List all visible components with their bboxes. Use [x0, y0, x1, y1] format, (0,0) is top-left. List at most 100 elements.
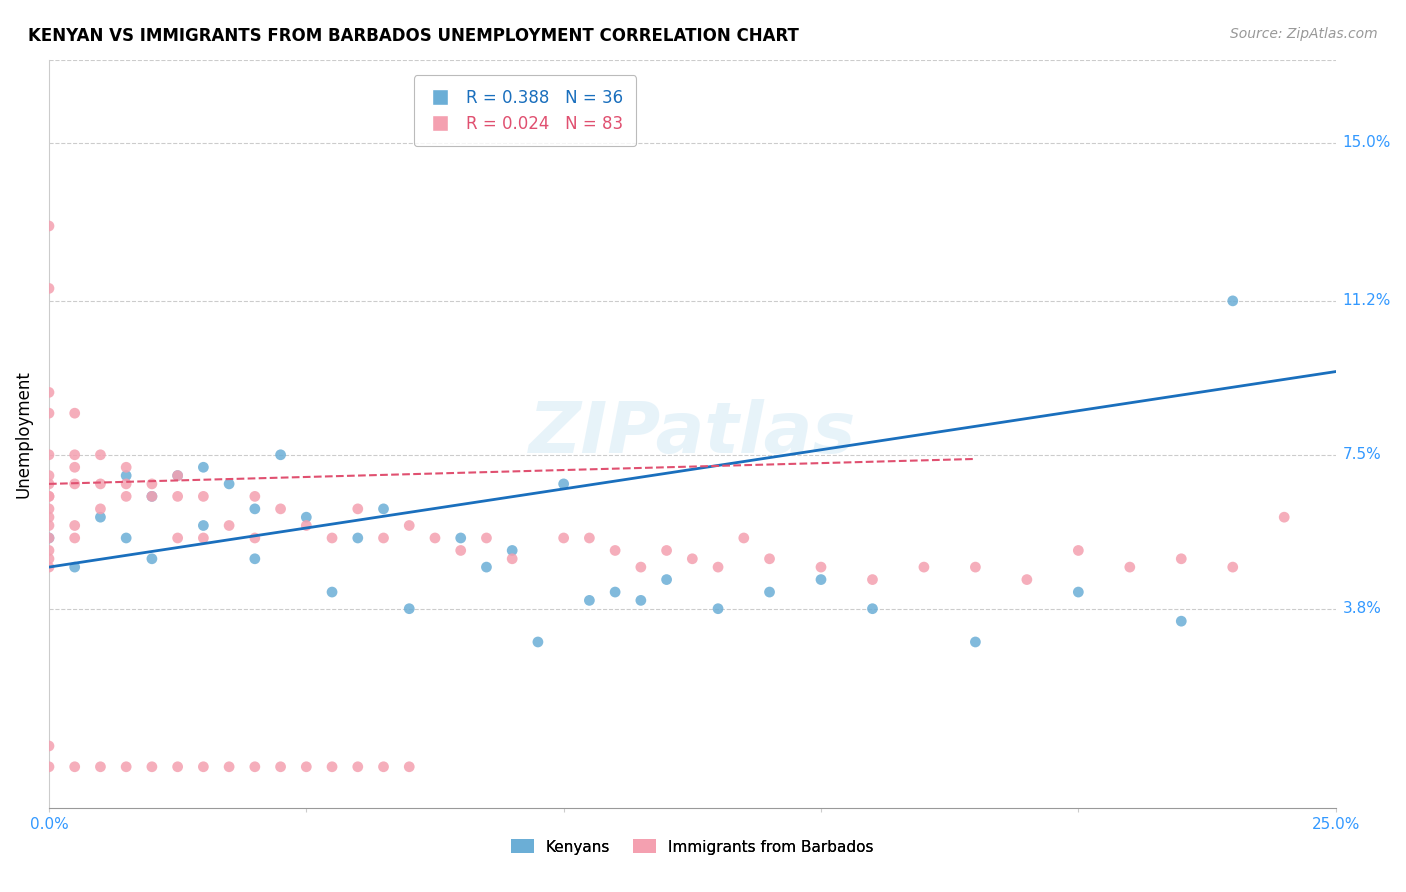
Point	[166, 489, 188, 503]
Point	[321, 585, 343, 599]
Point	[707, 601, 730, 615]
Point	[450, 543, 472, 558]
Point	[243, 551, 266, 566]
Point	[38, 489, 60, 503]
Point	[578, 593, 600, 607]
Point	[295, 760, 318, 774]
Point	[63, 560, 86, 574]
Point	[89, 448, 111, 462]
Point	[38, 551, 60, 566]
Point	[218, 518, 240, 533]
Point	[346, 501, 368, 516]
Point	[1067, 543, 1090, 558]
Point	[243, 760, 266, 774]
Point	[501, 543, 523, 558]
Point	[810, 560, 832, 574]
Point	[141, 489, 163, 503]
Point	[166, 468, 188, 483]
Point	[733, 531, 755, 545]
Point	[38, 219, 60, 233]
Point	[553, 476, 575, 491]
Point	[553, 531, 575, 545]
Point	[38, 476, 60, 491]
Point	[38, 281, 60, 295]
Point	[115, 476, 138, 491]
Point	[810, 573, 832, 587]
Point	[1015, 573, 1038, 587]
Point	[141, 489, 163, 503]
Point	[243, 489, 266, 503]
Point	[38, 760, 60, 774]
Point	[38, 468, 60, 483]
Point	[115, 760, 138, 774]
Text: 7.5%: 7.5%	[1343, 447, 1381, 462]
Point	[912, 560, 935, 574]
Point	[603, 543, 626, 558]
Point	[578, 531, 600, 545]
Point	[63, 460, 86, 475]
Point	[321, 760, 343, 774]
Point	[965, 635, 987, 649]
Point	[166, 760, 188, 774]
Point	[38, 385, 60, 400]
Point	[527, 635, 550, 649]
Point	[862, 573, 884, 587]
Point	[603, 585, 626, 599]
Point	[115, 468, 138, 483]
Y-axis label: Unemployment: Unemployment	[15, 370, 32, 498]
Point	[321, 531, 343, 545]
Text: 11.2%: 11.2%	[1343, 293, 1391, 309]
Text: 3.8%: 3.8%	[1343, 601, 1382, 616]
Point	[655, 573, 678, 587]
Point	[373, 531, 395, 545]
Point	[38, 739, 60, 753]
Point	[193, 489, 215, 503]
Point	[270, 448, 292, 462]
Point	[218, 760, 240, 774]
Point	[89, 510, 111, 524]
Point	[38, 406, 60, 420]
Point	[475, 531, 498, 545]
Point	[193, 460, 215, 475]
Text: KENYAN VS IMMIGRANTS FROM BARBADOS UNEMPLOYMENT CORRELATION CHART: KENYAN VS IMMIGRANTS FROM BARBADOS UNEMP…	[28, 27, 799, 45]
Point	[89, 501, 111, 516]
Point	[63, 476, 86, 491]
Point	[1222, 560, 1244, 574]
Point	[681, 551, 703, 566]
Point	[166, 531, 188, 545]
Point	[1222, 293, 1244, 308]
Point	[475, 560, 498, 574]
Point	[166, 468, 188, 483]
Point	[38, 489, 60, 503]
Point	[193, 531, 215, 545]
Point	[243, 531, 266, 545]
Point	[965, 560, 987, 574]
Point	[218, 476, 240, 491]
Point	[655, 543, 678, 558]
Point	[630, 593, 652, 607]
Point	[38, 510, 60, 524]
Point	[707, 560, 730, 574]
Point	[193, 518, 215, 533]
Point	[270, 501, 292, 516]
Point	[63, 531, 86, 545]
Point	[89, 760, 111, 774]
Point	[1067, 585, 1090, 599]
Point	[373, 501, 395, 516]
Point	[38, 543, 60, 558]
Point	[63, 518, 86, 533]
Point	[758, 585, 780, 599]
Point	[38, 531, 60, 545]
Point	[1119, 560, 1142, 574]
Point	[295, 518, 318, 533]
Point	[141, 551, 163, 566]
Point	[1170, 614, 1192, 628]
Point	[423, 531, 446, 545]
Point	[141, 476, 163, 491]
Point	[63, 406, 86, 420]
Point	[450, 531, 472, 545]
Point	[115, 489, 138, 503]
Point	[243, 501, 266, 516]
Point	[115, 531, 138, 545]
Legend: Kenyans, Immigrants from Barbados: Kenyans, Immigrants from Barbados	[505, 833, 880, 861]
